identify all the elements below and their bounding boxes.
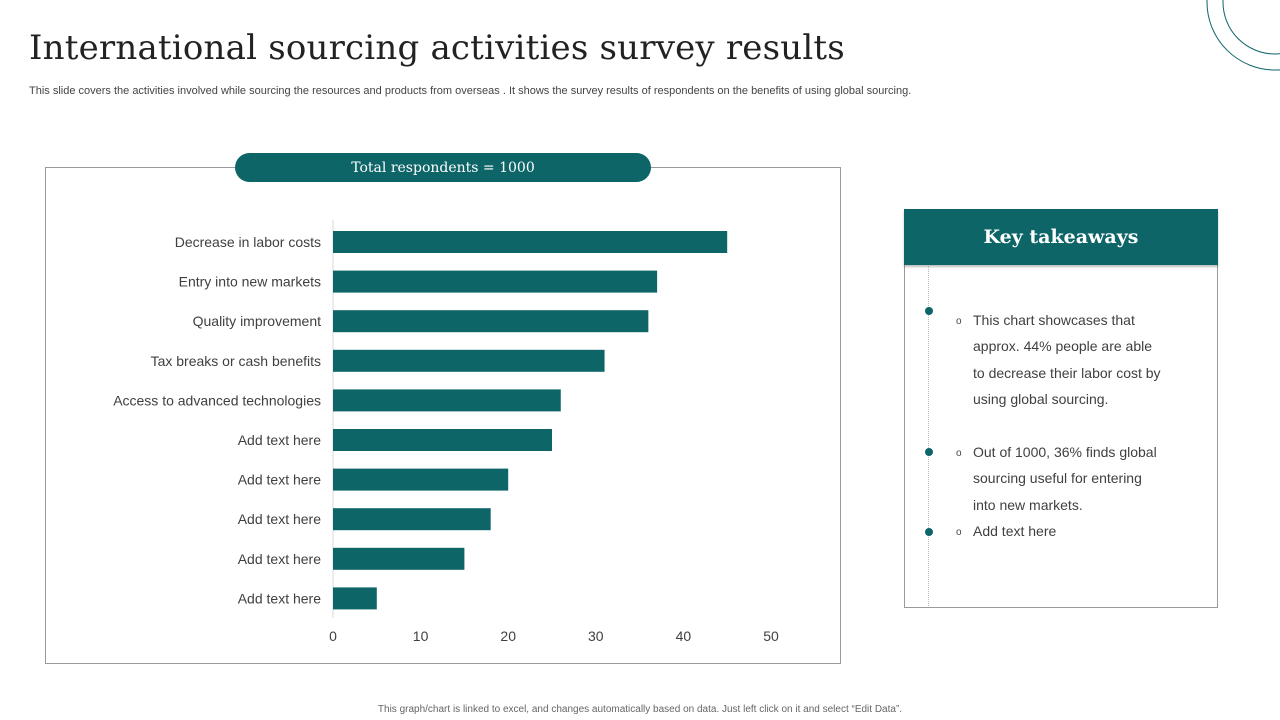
x-tick-label: 0	[329, 628, 337, 644]
category-label: Add text here	[238, 472, 321, 488]
bar[interactable]	[333, 547, 465, 570]
takeaway-item-3: Add text here	[973, 523, 1057, 539]
category-label: Tax breaks or cash benefits	[151, 353, 321, 369]
respondents-pill: Total respondents = 1000	[235, 153, 651, 182]
bar[interactable]	[333, 468, 509, 491]
x-tick-label: 40	[676, 628, 692, 644]
bar[interactable]	[333, 508, 491, 531]
category-label: Add text here	[238, 511, 321, 527]
x-tick-label: 30	[588, 628, 604, 644]
x-tick-label: 10	[413, 628, 429, 644]
timeline-dot	[925, 448, 933, 456]
category-label: Access to advanced technologies	[113, 392, 321, 408]
category-label: Quality improvement	[193, 313, 321, 329]
bullet-icon: o	[956, 527, 962, 538]
timeline-line	[928, 266, 929, 606]
page-title: International sourcing activities survey…	[29, 28, 845, 68]
decorative-circles	[1206, 0, 1280, 71]
bar[interactable]	[333, 587, 377, 610]
timeline-dot	[925, 307, 933, 315]
takeaways-header: Key takeaways	[904, 209, 1218, 265]
category-label: Decrease in labor costs	[175, 234, 321, 250]
bar[interactable]	[333, 231, 728, 253]
category-label: Add text here	[238, 551, 321, 567]
category-label: Add text here	[238, 432, 321, 448]
bar[interactable]	[333, 349, 605, 372]
bar[interactable]	[333, 429, 552, 451]
bullet-icon: o	[956, 316, 962, 327]
x-tick-label: 20	[500, 628, 516, 644]
category-label: Add text here	[238, 590, 321, 606]
timeline-dot	[925, 528, 933, 536]
bar[interactable]	[333, 310, 649, 333]
takeaway-item-1: This chart showcases that approx. 44% pe…	[973, 312, 1161, 407]
footnote: This graph/chart is linked to excel, and…	[377, 704, 903, 715]
takeaway-item-2: Out of 1000, 36% finds global sourcing u…	[973, 444, 1157, 513]
category-label: Entry into new markets	[179, 274, 321, 290]
bar[interactable]	[333, 270, 658, 293]
bar[interactable]	[333, 389, 561, 412]
page-subtitle: This slide covers the activities involve…	[29, 85, 912, 97]
x-tick-label: 50	[763, 628, 779, 644]
bullet-icon: o	[956, 448, 962, 459]
